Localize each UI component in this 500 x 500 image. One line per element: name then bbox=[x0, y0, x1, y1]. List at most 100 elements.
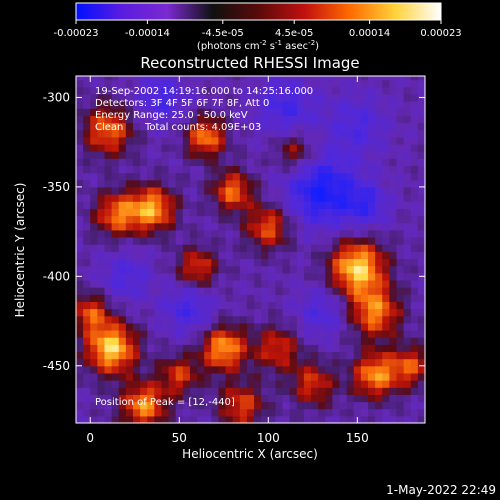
heatmap-cell bbox=[375, 244, 383, 252]
heatmap-cell bbox=[417, 401, 425, 410]
heatmap-cell bbox=[125, 179, 134, 188]
heatmap-cell bbox=[132, 76, 141, 81]
heatmap-cell bbox=[197, 337, 205, 345]
heatmap-cell bbox=[346, 122, 355, 131]
heatmap-cell bbox=[417, 329, 425, 338]
heatmap-cell bbox=[346, 244, 355, 252]
heatmap-cell bbox=[346, 76, 355, 81]
heatmap-cell bbox=[140, 251, 148, 260]
heatmap-cell bbox=[175, 272, 184, 281]
heatmap-cell bbox=[332, 108, 341, 116]
heatmap-cell bbox=[368, 387, 376, 395]
heatmap-cell bbox=[261, 380, 269, 388]
heatmap-cell bbox=[346, 208, 355, 217]
heatmap-cell bbox=[232, 380, 241, 388]
heatmap-cell bbox=[104, 394, 113, 403]
heatmap-cell bbox=[232, 229, 241, 238]
heatmap-cell bbox=[197, 172, 205, 181]
heatmap-cell bbox=[368, 76, 376, 81]
heatmap-cell bbox=[389, 315, 398, 324]
heatmap-cell bbox=[132, 165, 141, 174]
heatmap-cell bbox=[132, 93, 141, 102]
heatmap-cell bbox=[189, 201, 198, 209]
heatmap-cell bbox=[211, 115, 220, 124]
heatmap-cell bbox=[175, 172, 184, 181]
heatmap-cell bbox=[76, 186, 84, 195]
heatmap-cell bbox=[147, 158, 155, 167]
heatmap-cell bbox=[104, 108, 113, 116]
heatmap-cell bbox=[104, 322, 113, 331]
heatmap-cell bbox=[268, 408, 277, 417]
heatmap-cell bbox=[175, 279, 184, 288]
heatmap-cell bbox=[83, 129, 91, 138]
heatmap-cell bbox=[232, 186, 241, 195]
heatmap-cell bbox=[389, 115, 398, 124]
heatmap-cell bbox=[246, 201, 255, 209]
heatmap-cell bbox=[339, 108, 348, 116]
heatmap-cell bbox=[417, 222, 425, 231]
heatmap-cell bbox=[168, 108, 177, 116]
heatmap-cell bbox=[360, 108, 369, 116]
heatmap-cell bbox=[368, 365, 376, 374]
heatmap-cell bbox=[396, 372, 405, 381]
heatmap-cell bbox=[403, 208, 412, 217]
heatmap-cell bbox=[118, 158, 127, 167]
heatmap-cell bbox=[97, 158, 106, 167]
heatmap-cell bbox=[239, 86, 248, 95]
heatmap-cell bbox=[175, 344, 184, 353]
heatmap-cell bbox=[232, 251, 241, 260]
heatmap-cell bbox=[346, 315, 355, 324]
heatmap-cell bbox=[296, 244, 305, 252]
heatmap-cell bbox=[339, 79, 348, 88]
heatmap-cell bbox=[332, 186, 341, 195]
heatmap-cell bbox=[132, 79, 141, 88]
heatmap-cell bbox=[410, 415, 419, 423]
heatmap-cell bbox=[417, 415, 425, 423]
heatmap-cell bbox=[204, 401, 212, 410]
heatmap-cell bbox=[261, 143, 269, 152]
heatmap-cell bbox=[403, 143, 412, 152]
heatmap-cell bbox=[339, 272, 348, 281]
heatmap-cell bbox=[318, 129, 326, 138]
heatmap-cell bbox=[296, 143, 305, 152]
heatmap-cell bbox=[204, 279, 212, 288]
heatmap-cell bbox=[375, 415, 383, 423]
heatmap-cell bbox=[246, 194, 255, 202]
heatmap-cell bbox=[125, 79, 134, 88]
heatmap-cell bbox=[339, 344, 348, 353]
heatmap-cell bbox=[360, 208, 369, 217]
heatmap-cell bbox=[118, 344, 127, 353]
heatmap-cell bbox=[275, 179, 284, 188]
heatmap-cell bbox=[76, 415, 84, 423]
heatmap-cell bbox=[132, 186, 141, 195]
heatmap-cell bbox=[118, 194, 127, 202]
heatmap-cell bbox=[368, 222, 376, 231]
heatmap-cell bbox=[353, 165, 362, 174]
heatmap-cell bbox=[261, 244, 269, 252]
heatmap-cell bbox=[282, 158, 291, 167]
heatmap-cell bbox=[147, 93, 155, 102]
heatmap-cell bbox=[275, 308, 284, 317]
heatmap-cell bbox=[303, 201, 312, 209]
heatmap-cell bbox=[197, 251, 205, 260]
heatmap-cell bbox=[118, 308, 127, 317]
heatmap-cell bbox=[118, 322, 127, 331]
heatmap-cell bbox=[197, 279, 205, 288]
heatmap-cell bbox=[218, 415, 227, 423]
heatmap-cell bbox=[375, 351, 383, 360]
heatmap-cell bbox=[182, 136, 191, 145]
heatmap-cell bbox=[140, 415, 148, 423]
algorithm-annotation: Clean bbox=[95, 122, 124, 133]
heatmap-cell bbox=[125, 136, 134, 145]
heatmap-cell bbox=[147, 86, 155, 95]
heatmap-cell bbox=[346, 387, 355, 395]
heatmap-cell bbox=[325, 136, 334, 145]
heatmap-cell bbox=[311, 201, 319, 209]
heatmap-cell bbox=[90, 186, 98, 195]
heatmap-cell bbox=[332, 408, 341, 417]
heatmap-cell bbox=[197, 236, 205, 245]
heatmap-cell bbox=[225, 372, 234, 381]
heatmap-cell bbox=[175, 86, 184, 95]
heatmap-cell bbox=[360, 186, 369, 195]
